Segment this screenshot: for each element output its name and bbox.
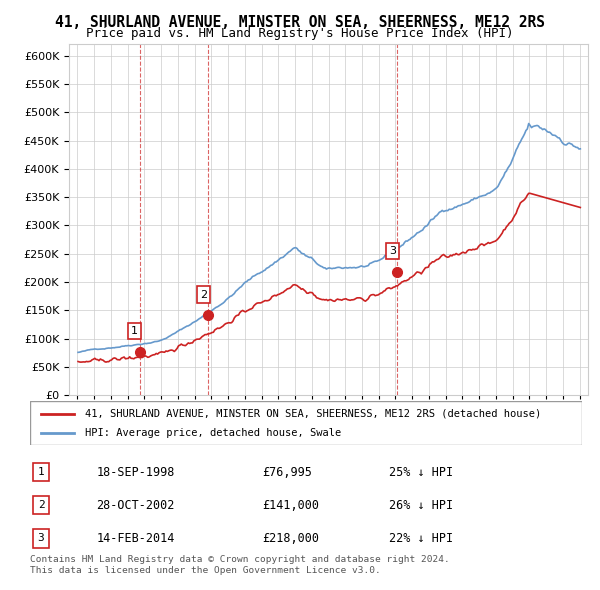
Text: 26% ↓ HPI: 26% ↓ HPI bbox=[389, 499, 453, 512]
Text: 22% ↓ HPI: 22% ↓ HPI bbox=[389, 532, 453, 545]
Text: £76,995: £76,995 bbox=[262, 466, 312, 478]
Text: 41, SHURLAND AVENUE, MINSTER ON SEA, SHEERNESS, ME12 2RS (detached house): 41, SHURLAND AVENUE, MINSTER ON SEA, SHE… bbox=[85, 409, 541, 418]
Text: 41, SHURLAND AVENUE, MINSTER ON SEA, SHEERNESS, ME12 2RS: 41, SHURLAND AVENUE, MINSTER ON SEA, SHE… bbox=[55, 15, 545, 30]
Text: 28-OCT-2002: 28-OCT-2002 bbox=[96, 499, 175, 512]
Text: 2: 2 bbox=[200, 290, 207, 300]
Text: 25% ↓ HPI: 25% ↓ HPI bbox=[389, 466, 453, 478]
Text: Price paid vs. HM Land Registry's House Price Index (HPI): Price paid vs. HM Land Registry's House … bbox=[86, 27, 514, 40]
Text: £218,000: £218,000 bbox=[262, 532, 319, 545]
Text: This data is licensed under the Open Government Licence v3.0.: This data is licensed under the Open Gov… bbox=[30, 566, 381, 575]
Text: 3: 3 bbox=[38, 533, 44, 543]
Text: £141,000: £141,000 bbox=[262, 499, 319, 512]
Text: 3: 3 bbox=[389, 246, 396, 256]
Text: 14-FEB-2014: 14-FEB-2014 bbox=[96, 532, 175, 545]
Text: Contains HM Land Registry data © Crown copyright and database right 2024.: Contains HM Land Registry data © Crown c… bbox=[30, 555, 450, 563]
Text: 18-SEP-1998: 18-SEP-1998 bbox=[96, 466, 175, 478]
FancyBboxPatch shape bbox=[30, 401, 582, 445]
Text: 1: 1 bbox=[131, 326, 138, 336]
Text: 1: 1 bbox=[38, 467, 44, 477]
Text: HPI: Average price, detached house, Swale: HPI: Average price, detached house, Swal… bbox=[85, 428, 341, 438]
Text: 2: 2 bbox=[38, 500, 44, 510]
